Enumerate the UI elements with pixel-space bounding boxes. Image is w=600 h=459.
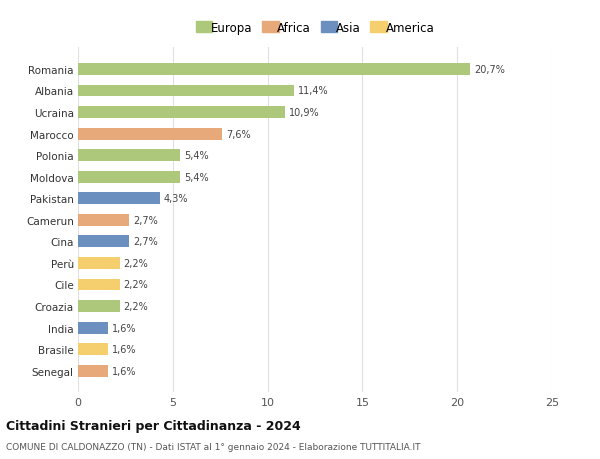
Bar (78, 150, 181, 162)
Text: 5,4%: 5,4% (184, 151, 209, 161)
Bar (78, 236, 129, 248)
Bar (78, 322, 109, 334)
Text: 1,6%: 1,6% (112, 366, 137, 376)
Bar (78, 279, 120, 291)
Text: 2,2%: 2,2% (124, 258, 148, 269)
Text: 5,4%: 5,4% (184, 172, 209, 182)
Bar (78, 365, 109, 377)
Bar (78, 85, 294, 97)
Bar (78, 129, 222, 140)
Text: 4,3%: 4,3% (163, 194, 188, 204)
Text: COMUNE DI CALDONAZZO (TN) - Dati ISTAT al 1° gennaio 2024 - Elaborazione TUTTITA: COMUNE DI CALDONAZZO (TN) - Dati ISTAT a… (6, 442, 421, 451)
Bar (78, 301, 120, 312)
Bar (78, 64, 470, 76)
Text: 10,9%: 10,9% (289, 108, 319, 118)
Text: 2,2%: 2,2% (124, 280, 148, 290)
Text: 20,7%: 20,7% (474, 65, 505, 75)
Text: 11,4%: 11,4% (298, 86, 329, 96)
Legend: Europa, Africa, Asia, America: Europa, Africa, Asia, America (193, 20, 437, 37)
Bar (78, 214, 129, 226)
Text: 7,6%: 7,6% (226, 129, 251, 139)
Text: 1,6%: 1,6% (112, 323, 137, 333)
Text: 1,6%: 1,6% (112, 344, 137, 354)
Text: 2,2%: 2,2% (124, 302, 148, 311)
Text: 2,7%: 2,7% (133, 237, 158, 247)
Bar (78, 257, 120, 269)
Bar (78, 171, 181, 183)
Bar (78, 343, 109, 355)
Text: Cittadini Stranieri per Cittadinanza - 2024: Cittadini Stranieri per Cittadinanza - 2… (6, 419, 301, 432)
Bar (78, 107, 284, 119)
Bar (78, 193, 160, 205)
Text: 2,7%: 2,7% (133, 215, 158, 225)
